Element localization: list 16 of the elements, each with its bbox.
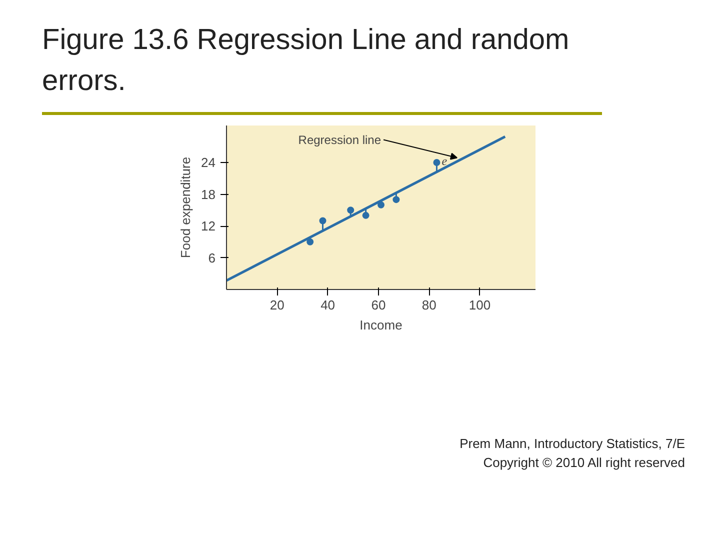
y-tick-label: 6: [208, 250, 216, 266]
text: Prem Mann, Introductory Statistics, 7/E: [460, 436, 685, 451]
annotation: Regression line: [298, 132, 382, 147]
text: Copyright © 2010 All right reserved: [483, 454, 685, 470]
annotation: e: [442, 154, 448, 168]
x-tick-label: 80: [422, 298, 436, 312]
x-tick-label: 20: [270, 298, 284, 312]
chart-title: Figure 13.6 Regression Line and random errors.: [42, 23, 570, 100]
y-axis-title: Food expenditure: [178, 156, 194, 258]
x-axis-title: Income: [360, 318, 402, 332]
y-tick-label: 18: [201, 186, 216, 202]
x-tick-label: 40: [320, 298, 336, 312]
x-tick-label: 60: [371, 298, 386, 312]
x-tick-label: 100: [468, 298, 491, 312]
y-tick-label: 12: [201, 218, 216, 234]
y-tick-label: 24: [201, 155, 216, 170]
